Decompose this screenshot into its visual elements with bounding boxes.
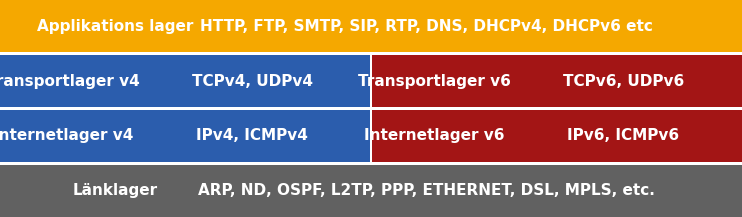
- Text: Transportlager v6: Transportlager v6: [358, 74, 510, 89]
- Text: IPv6, ICMPv6: IPv6, ICMPv6: [567, 128, 680, 143]
- Text: Länklager: Länklager: [73, 183, 157, 198]
- Bar: [0, 55, 371, 107]
- Bar: [0, 110, 371, 162]
- Text: Internetlager v6: Internetlager v6: [364, 128, 505, 143]
- Bar: [370, 55, 372, 107]
- Bar: [371, 110, 742, 162]
- Text: ARP, ND, OSPF, L2TP, PPP, ETHERNET, DSL, MPLS, etc.: ARP, ND, OSPF, L2TP, PPP, ETHERNET, DSL,…: [198, 183, 655, 198]
- Text: TCPv4, UDPv4: TCPv4, UDPv4: [191, 74, 313, 89]
- Text: Internetlager v4: Internetlager v4: [0, 128, 134, 143]
- Text: IPv4, ICMPv4: IPv4, ICMPv4: [197, 128, 308, 143]
- Bar: [0, 107, 742, 110]
- Text: TCPv6, UDPv6: TCPv6, UDPv6: [562, 74, 684, 89]
- Bar: [0, 52, 742, 55]
- Bar: [370, 110, 372, 162]
- Bar: [371, 55, 742, 107]
- Bar: [0, 0, 742, 52]
- Text: Applikations lager: Applikations lager: [37, 19, 193, 34]
- Bar: [0, 162, 742, 165]
- Bar: [0, 165, 742, 217]
- Text: HTTP, FTP, SMTP, SIP, RTP, DNS, DHCPv4, DHCPv6 etc: HTTP, FTP, SMTP, SIP, RTP, DNS, DHCPv4, …: [200, 19, 653, 34]
- Text: Transportlager v4: Transportlager v4: [0, 74, 139, 89]
